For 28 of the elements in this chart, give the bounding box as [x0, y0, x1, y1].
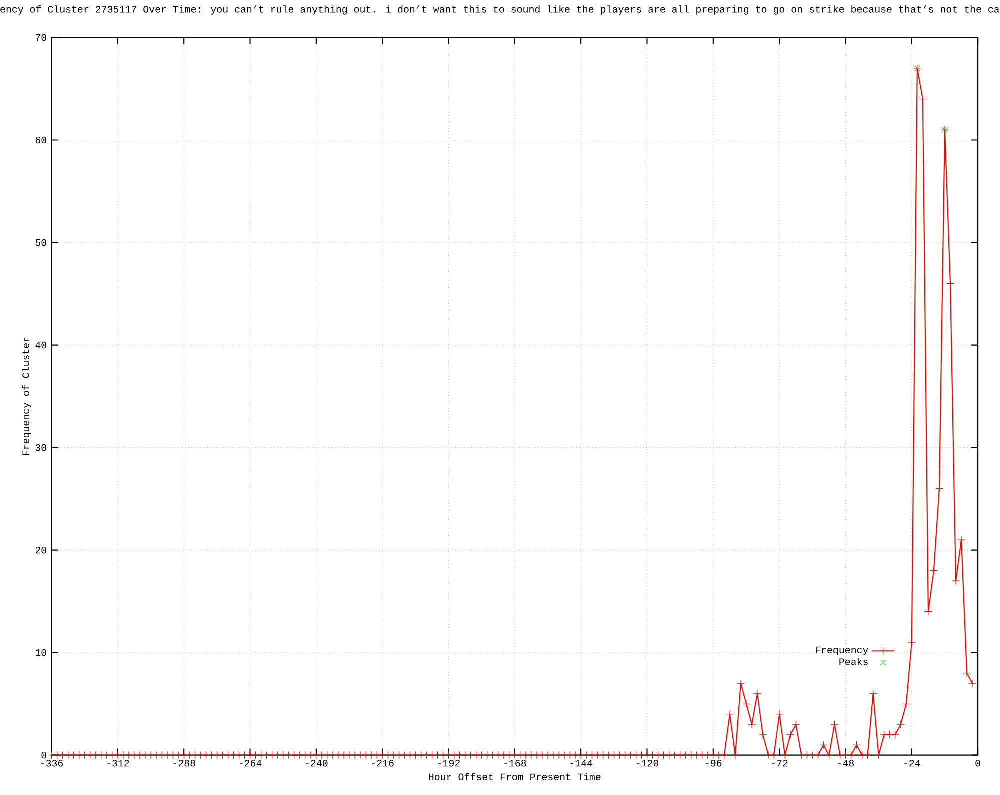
legend-label: Peaks — [840, 658, 868, 666]
legend-label: Frequency — [816, 646, 868, 656]
chart-title: ency of Cluster 2735117 Over Time: you can’t rule anything out. i don’t want this to sound like the players are all preparing to go on strike because that’s not the ca — [0, 6, 1000, 15]
y-tick-label: 30 — [36, 444, 46, 452]
x-tick-label: -72 — [772, 760, 788, 767]
y-tick-label: 40 — [36, 342, 46, 349]
x-tick-label: -120 — [636, 760, 659, 767]
y-axis-title: Frequency of Cluster — [22, 338, 32, 456]
x-tick-label: -240 — [306, 760, 328, 767]
x-axis-title: Hour Offset From Present Time — [429, 773, 601, 780]
x-tick-label: -96 — [706, 760, 722, 767]
x-tick-label: -24 — [904, 760, 920, 767]
x-tick-label: -288 — [174, 760, 196, 767]
y-tick-label: 70 — [36, 34, 46, 42]
x-tick-label: -216 — [372, 760, 394, 767]
x-tick-label: -264 — [240, 760, 262, 767]
x-tick-label: -312 — [108, 760, 130, 767]
x-tick-label: -48 — [838, 760, 854, 767]
y-tick-label: 10 — [36, 649, 46, 656]
y-tick-label: 0 — [42, 752, 46, 759]
x-tick-label: -168 — [504, 760, 526, 767]
x-tick-label: -192 — [438, 760, 460, 767]
x-tick-label: -336 — [41, 760, 64, 767]
x-tick-label: -144 — [570, 760, 593, 767]
x-tick-label: 0 — [976, 760, 980, 767]
y-tick-label: 20 — [36, 546, 46, 554]
y-tick-label: 60 — [36, 136, 46, 144]
y-tick-label: 50 — [36, 239, 46, 246]
